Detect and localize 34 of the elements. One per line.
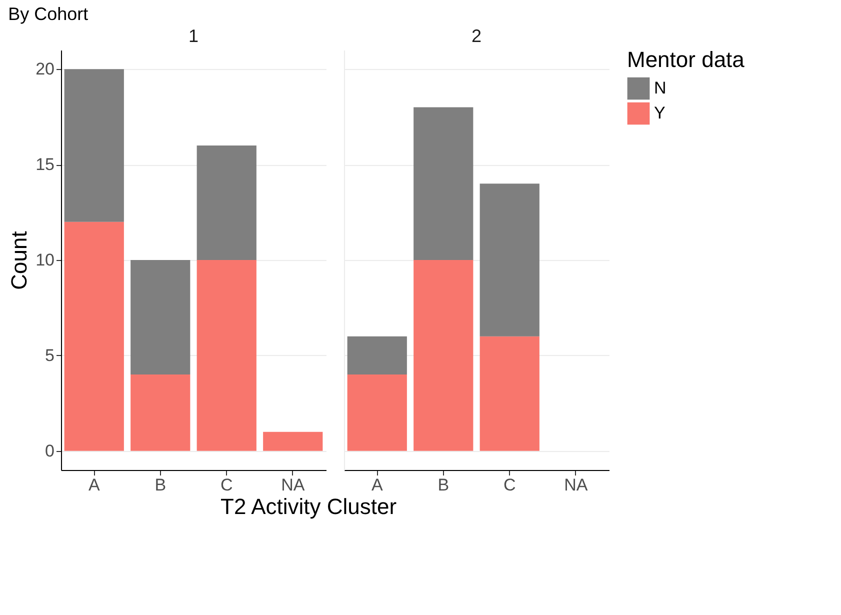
bar bbox=[196, 260, 256, 451]
bar bbox=[480, 336, 540, 451]
legend-label: Y bbox=[654, 104, 666, 122]
chart-title: By Cohort bbox=[8, 4, 88, 24]
bar bbox=[347, 336, 407, 375]
bar bbox=[196, 145, 256, 260]
x-tick-label: C bbox=[503, 476, 516, 494]
bar bbox=[480, 184, 540, 336]
y-tick-label: 10 bbox=[36, 250, 54, 270]
legend-title: Mentor data bbox=[627, 47, 746, 72]
x-tick-label: NA bbox=[564, 476, 588, 494]
x-tick-label: B bbox=[154, 476, 166, 494]
y-tick-label: 5 bbox=[45, 346, 54, 365]
x-axis-title: T2 Activity Cluster bbox=[220, 494, 397, 519]
bar bbox=[414, 107, 474, 260]
bar bbox=[414, 260, 474, 451]
x-tick-label: B bbox=[438, 476, 450, 494]
legend-label: N bbox=[654, 78, 666, 98]
x-tick-label: C bbox=[220, 476, 233, 494]
y-tick-label: 0 bbox=[45, 441, 54, 460]
y-tick-label: 20 bbox=[36, 60, 54, 79]
bar bbox=[64, 222, 124, 451]
x-tick-label: A bbox=[88, 476, 100, 494]
bar bbox=[263, 432, 323, 451]
y-axis-title: Count bbox=[6, 231, 32, 290]
chart-subtitle: 1 bbox=[188, 26, 199, 46]
bar bbox=[347, 374, 407, 451]
x-tick-label: A bbox=[371, 476, 384, 494]
bar bbox=[64, 69, 124, 222]
bar bbox=[130, 374, 190, 451]
bar bbox=[130, 260, 190, 375]
chart-subtitle: 2 bbox=[471, 26, 482, 46]
x-tick-label: NA bbox=[281, 476, 306, 494]
y-tick-label: 15 bbox=[36, 155, 54, 174]
